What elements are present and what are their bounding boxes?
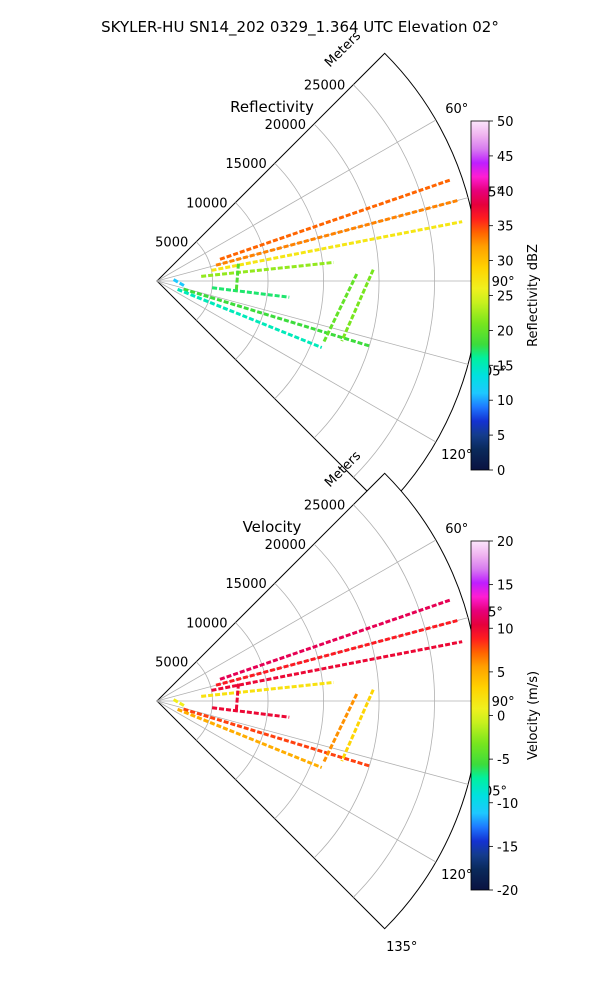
colorbar-tick-label: 10	[497, 622, 514, 637]
colorbar-tick-label: -10	[497, 797, 518, 812]
colorbar-label: Reflectivity dBZ	[526, 244, 541, 347]
colorbar-tick-label: -15	[497, 840, 518, 855]
radar-echo-5	[183, 287, 370, 348]
angle-tick-label: 120°	[441, 868, 472, 883]
figure-title: SKYLER-HU SN14_202 0329_1.364 UTC Elevat…	[101, 18, 499, 37]
radial-tick-label: 20000	[265, 538, 306, 553]
colorbar-tick-label: 50	[497, 115, 514, 130]
radar-echo-0	[219, 178, 452, 261]
radar-echo-5	[183, 707, 370, 768]
radar-echo-0	[219, 598, 452, 681]
angle-tick-label: 135°	[386, 940, 417, 955]
radial-tick-label: 5000	[155, 236, 188, 251]
angular-gridline	[156, 700, 437, 863]
colorbar-tick-label: 20	[497, 324, 514, 339]
colorbar-tick-label: 20	[497, 535, 514, 550]
radar-echo-4	[211, 706, 290, 719]
angular-gridline	[156, 280, 469, 365]
radial-tick-label: 15000	[225, 157, 266, 172]
radar-echo-4	[211, 286, 290, 299]
angle-tick-label: 90°	[492, 695, 515, 710]
colorbar-tick-label: 5	[497, 429, 505, 444]
colorbar-tick-label: 5	[497, 666, 505, 681]
colorbar-tick-label: -20	[497, 884, 518, 899]
colorbar-scale	[470, 540, 490, 891]
reflectivity-panel: Reflectivity 5000 10000 15000 20000 25000 60°…	[155, 28, 541, 534]
angle-tick-label: 90°	[492, 275, 515, 290]
colorbar-tick-label: 15	[497, 579, 514, 594]
colorbar-tick-label: 35	[497, 220, 514, 235]
radar-echo-6	[177, 707, 323, 769]
angular-gridline	[156, 700, 469, 785]
radar-echo-8	[322, 693, 359, 763]
radial-tick-label: 10000	[186, 616, 227, 631]
radar-echo-2	[211, 640, 463, 692]
colorbar-scale	[470, 120, 490, 471]
radar-echo-7	[234, 263, 240, 293]
velocity-colorbar: -20 -15 -10 -5 0 5 10 15 20 Velocity (m/s)	[470, 535, 541, 899]
radar-echo-9	[340, 269, 375, 342]
radar-echo-3	[201, 260, 334, 278]
reflectivity-polar-plot: 50001000015000200002500060°75°90°105°120…	[155, 28, 515, 534]
colorbar-tick-label: 45	[497, 150, 514, 165]
reflectivity-title: Reflectivity	[230, 98, 314, 116]
colorbar-tick-label: 15	[497, 359, 514, 374]
angular-gridline	[156, 119, 437, 282]
angular-gridline	[156, 280, 437, 443]
reflectivity-colorbar: 0 5 10 15 20 25 30 35 40 45 50 Reflectivity dBZ	[470, 115, 541, 479]
radial-tick-label: 25000	[304, 79, 345, 94]
radial-tick-label: 25000	[304, 499, 345, 514]
radar-echo-9	[340, 689, 375, 762]
radial-tick-label: 15000	[225, 577, 266, 592]
angle-tick-label: 60°	[445, 102, 468, 117]
radar-echo-10	[172, 278, 186, 288]
velocity-title: Velocity	[243, 518, 302, 536]
velocity-polar-plot: 50001000015000200002500060°75°90°105°120…	[155, 448, 515, 954]
colorbar-tick-label: 0	[497, 710, 505, 725]
colorbar-tick-label: 40	[497, 185, 514, 200]
radar-echo-2	[211, 220, 463, 272]
radar-echo-3	[201, 680, 334, 698]
colorbar-tick-label: 10	[497, 394, 514, 409]
angular-gridline	[156, 539, 437, 702]
radar-echo-8	[322, 273, 359, 343]
colorbar-tick-label: 25	[497, 290, 514, 305]
radar-echo-6	[177, 287, 323, 349]
angle-tick-label: 60°	[445, 522, 468, 537]
colorbar-tick-label: -5	[497, 753, 510, 768]
colorbar-tick-label: 30	[497, 255, 514, 270]
radial-tick-label: 10000	[186, 196, 227, 211]
radial-tick-label: 5000	[155, 656, 188, 671]
radar-echo-10	[172, 698, 186, 708]
angle-tick-label: 120°	[441, 448, 472, 463]
velocity-panel: Velocity 50001000015000200002500060°75°9…	[155, 448, 541, 954]
colorbar-tick-label: 0	[497, 464, 505, 479]
radial-tick-label: 20000	[265, 118, 306, 133]
colorbar-label: Velocity (m/s)	[526, 671, 541, 760]
radar-echo-7	[234, 683, 240, 713]
